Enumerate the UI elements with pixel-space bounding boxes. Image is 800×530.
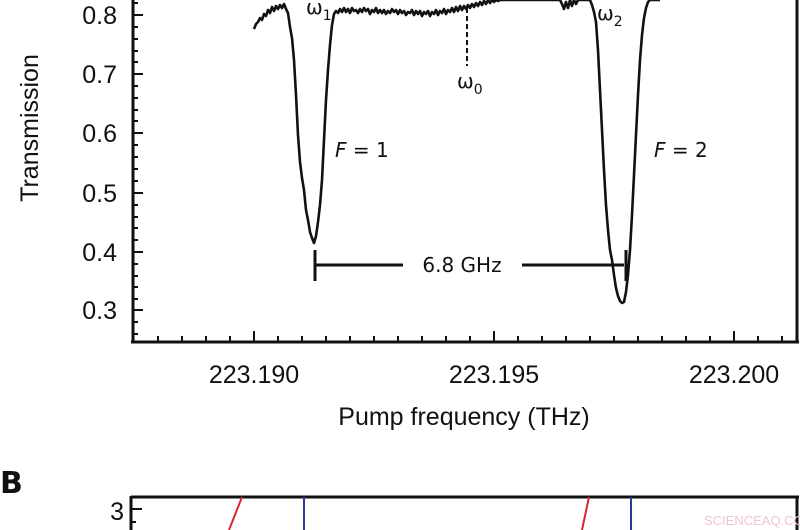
panel-b-y-ticks <box>131 508 142 523</box>
transmission-curve <box>252 0 660 305</box>
x-tick-label: 223.200 <box>689 361 779 389</box>
x-tick-labels: 223.190 223.195 223.200 <box>209 361 779 389</box>
y-tick-label: 0.5 <box>82 180 117 208</box>
red-curve <box>228 496 243 530</box>
watermark: SCIENCEAQ.COM <box>704 513 800 528</box>
y-tick-labels: 0.8 0.7 0.6 0.5 0.4 0.3 <box>82 2 117 325</box>
hyperfine-span-label: 6.8 GHz <box>422 253 501 277</box>
y-tick-label: 0.7 <box>82 61 117 89</box>
x-tick-label: 223.190 <box>209 361 299 389</box>
x-tick-label: 223.195 <box>449 361 539 389</box>
panel-a: Transmission 0.8 0.7 0.6 0.5 0.4 0.3 <box>16 0 799 431</box>
x-ticks <box>157 331 783 342</box>
axes-frame <box>131 0 799 344</box>
y-axis-title: Transmission <box>16 54 44 202</box>
panel-b-axes-frame <box>129 495 799 530</box>
omega1-label: ω1 <box>306 0 332 24</box>
hyperfine-span-marker <box>313 250 628 281</box>
f1-label: F = 1 <box>335 138 389 162</box>
f2-label: F = 2 <box>654 138 708 162</box>
red-curve <box>581 496 590 530</box>
omega2-label: ω2 <box>597 1 623 30</box>
y-tick-label: 3 <box>110 498 124 526</box>
y-ticks <box>133 2 143 335</box>
omega0-label: ω0 <box>457 69 483 98</box>
y-tick-label: 0.6 <box>82 120 117 148</box>
x-axis-title: Pump frequency (THz) <box>338 403 589 431</box>
y-tick-label: 0.4 <box>82 239 117 267</box>
y-tick-label: 0.3 <box>82 297 117 325</box>
panel-b-label: B <box>0 466 23 501</box>
panel-b: B 3 SCIENCEAQ.COM <box>0 466 800 530</box>
y-tick-label: 0.8 <box>82 2 117 30</box>
